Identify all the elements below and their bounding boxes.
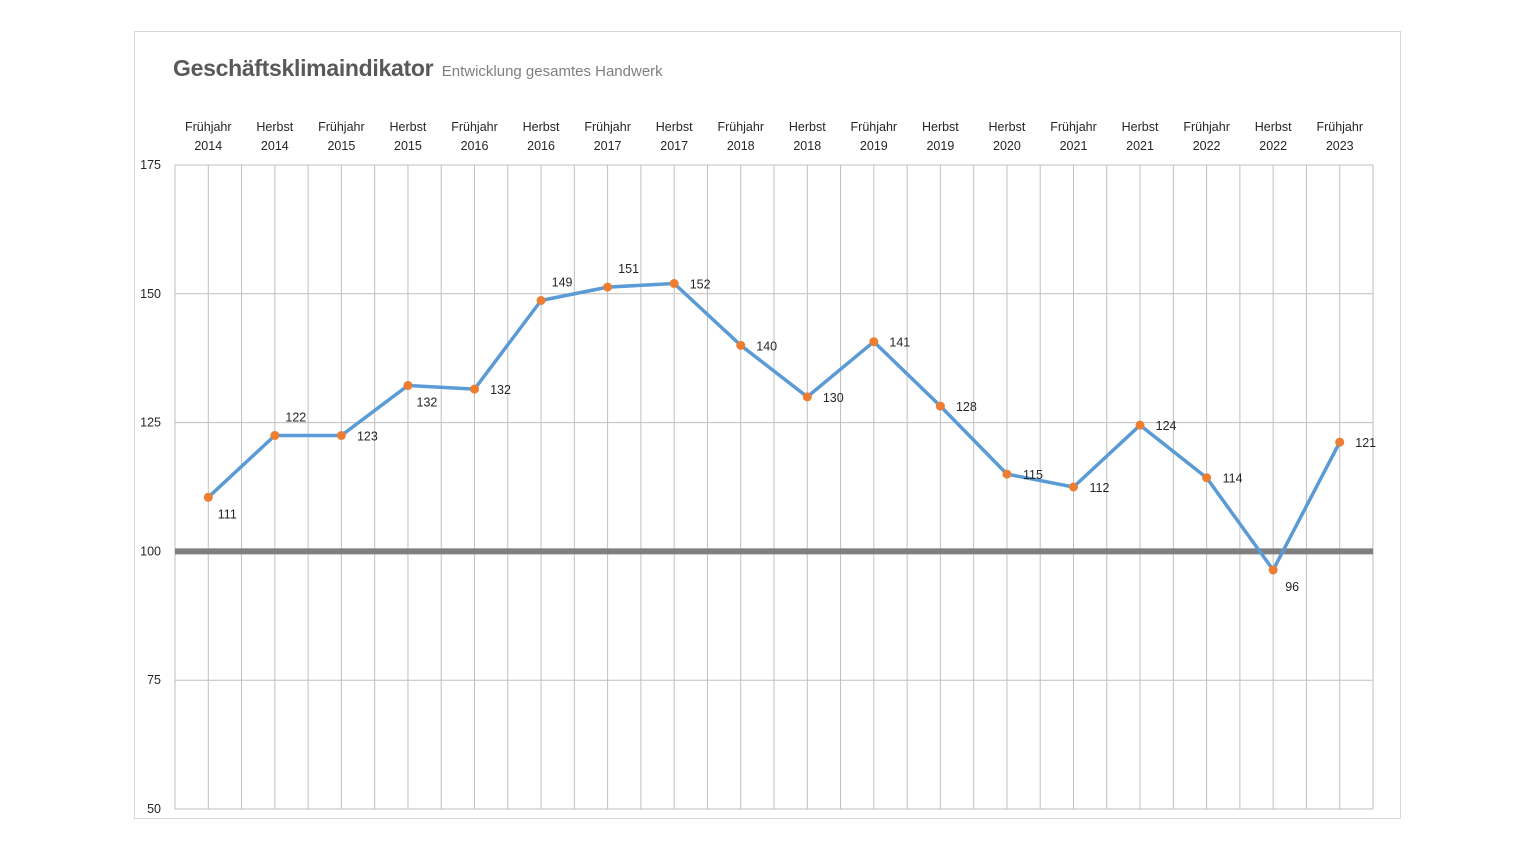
data-point (470, 384, 479, 394)
data-label: 96 (1285, 580, 1299, 594)
x-tick-label-year: 2016 (527, 139, 555, 153)
data-label: 111 (218, 507, 237, 521)
data-label: 140 (756, 339, 777, 353)
x-tick-label-year: 2022 (1259, 139, 1287, 153)
data-label: 122 (285, 410, 306, 424)
data-point (403, 381, 413, 391)
data-label: 151 (618, 262, 639, 276)
x-tick-label-season: Frühjahr (717, 120, 764, 134)
x-tick-label-year: 2015 (327, 139, 355, 153)
x-tick-label-season: Frühjahr (1316, 120, 1363, 134)
data-point (1069, 482, 1078, 492)
data-label: 114 (1223, 472, 1243, 486)
data-label: 124 (1156, 419, 1177, 433)
data-label: 141 (889, 336, 910, 350)
x-tick-label-year: 2018 (793, 139, 821, 153)
x-tick-label-season: Frühjahr (1183, 120, 1230, 134)
x-tick-label-year: 2014 (261, 139, 289, 153)
data-point (1335, 437, 1345, 447)
data-point (1135, 420, 1145, 430)
y-tick-label: 150 (140, 287, 161, 301)
data-label: 132 (490, 383, 511, 397)
x-tick-label-year: 2022 (1193, 139, 1221, 153)
x-tick-label-year: 2021 (1126, 139, 1154, 153)
x-tick-label-season: Frühjahr (451, 120, 498, 134)
y-tick-label: 75 (147, 673, 161, 687)
data-label: 121 (1355, 436, 1376, 450)
x-tick-label-season: Frühjahr (318, 120, 365, 134)
x-tick-label-year: 2019 (860, 139, 888, 153)
data-point (1268, 565, 1278, 575)
data-point (1202, 473, 1212, 483)
y-tick-label: 100 (140, 544, 161, 558)
data-point (1002, 469, 1012, 479)
x-tick-label-season: Frühjahr (584, 120, 631, 134)
data-point (203, 492, 213, 502)
x-tick-label-season: Herbst (256, 120, 293, 134)
x-tick-label-season: Herbst (523, 120, 560, 134)
data-label: 112 (1090, 481, 1110, 495)
data-label: 149 (552, 275, 573, 289)
data-point (869, 337, 879, 347)
x-tick-label-year: 2020 (993, 139, 1021, 153)
series-line (206, 281, 1342, 572)
data-label: 123 (357, 429, 378, 443)
chart-title-block: Geschäftsklimaindikator Entwicklung gesa… (173, 55, 663, 82)
y-tick-label: 175 (140, 158, 161, 172)
x-tick-label-year: 2018 (727, 139, 755, 153)
x-tick-label-season: Herbst (922, 120, 959, 134)
chart-area (134, 31, 1401, 819)
data-label: 128 (956, 400, 977, 414)
y-tick-label: 125 (140, 416, 161, 430)
x-tick-label-season: Herbst (789, 120, 826, 134)
x-tick-label-year: 2019 (926, 139, 954, 153)
x-tick-label-season: Herbst (1255, 120, 1292, 134)
x-tick-label-year: 2023 (1326, 139, 1354, 153)
x-tick-label-season: Frühjahr (185, 120, 232, 134)
data-label: 115 (1023, 468, 1043, 482)
data-label: 130 (823, 391, 844, 405)
chart-title: Geschäftsklimaindikator (173, 55, 434, 81)
data-label: 152 (690, 277, 711, 291)
data-point (336, 430, 346, 440)
data-point (603, 282, 613, 292)
x-tick-label-season: Herbst (656, 120, 693, 134)
x-tick-label-year: 2015 (394, 139, 422, 153)
x-tick-label-season: Frühjahr (1050, 120, 1097, 134)
data-point (270, 430, 280, 440)
x-tick-label-year: 2017 (594, 139, 622, 153)
data-point (669, 278, 679, 288)
data-point (736, 340, 746, 350)
chart-subtitle: Entwicklung gesamtes Handwerk (441, 63, 663, 80)
data-point (536, 295, 546, 305)
x-tick-label-year: 2021 (1060, 139, 1088, 153)
data-point (802, 392, 812, 402)
x-tick-label-year: 2016 (461, 139, 489, 153)
x-tick-label-season: Frühjahr (851, 120, 898, 134)
x-tick-label-year: 2014 (194, 139, 222, 153)
x-tick-label-season: Herbst (989, 120, 1026, 134)
data-point (935, 401, 945, 411)
data-label: 132 (417, 396, 438, 410)
x-tick-label-season: Herbst (1122, 120, 1159, 134)
y-tick-label: 50 (147, 802, 161, 816)
x-tick-label-year: 2017 (660, 139, 688, 153)
x-tick-label-season: Herbst (390, 120, 427, 134)
